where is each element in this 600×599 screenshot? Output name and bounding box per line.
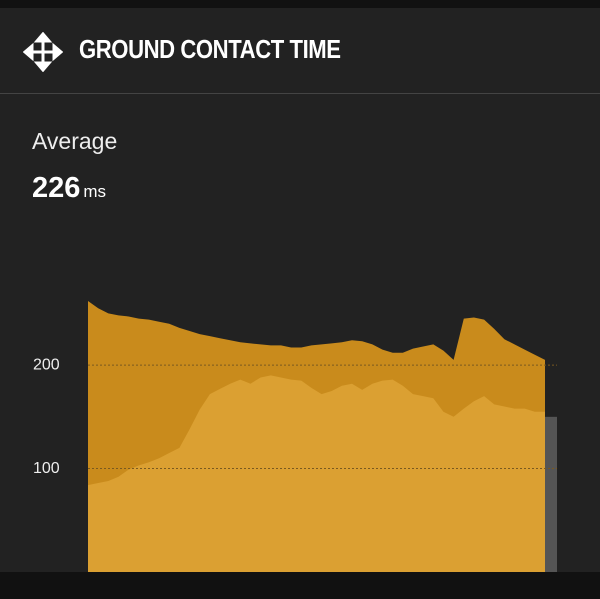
last-bar bbox=[545, 416, 557, 572]
average-label: Average bbox=[32, 128, 118, 154]
header: GROUND CONTACT TIME bbox=[0, 8, 600, 94]
bottom-bar bbox=[0, 572, 600, 599]
unit: ms bbox=[83, 182, 107, 201]
average-value: 226 ms bbox=[32, 172, 106, 205]
y-tick-label: 200 bbox=[33, 356, 60, 373]
move-icon bbox=[23, 32, 63, 72]
title: GROUND CONTACT TIME bbox=[79, 34, 341, 64]
y-tick-label: 100 bbox=[33, 460, 60, 477]
area bbox=[88, 375, 545, 572]
value: 226 bbox=[32, 172, 81, 204]
